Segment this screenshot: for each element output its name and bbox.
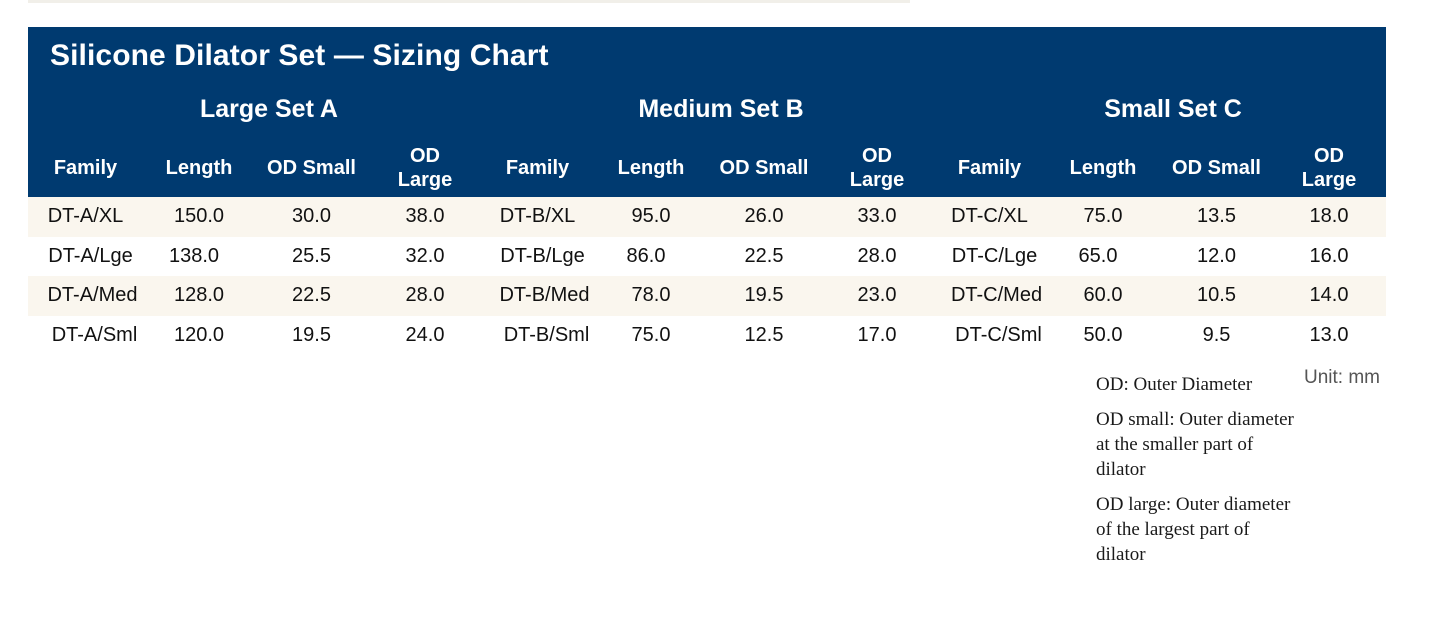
table-row: DT-A/Med 128.0 22.5 28.0 DT-B/Med 78.0 1…: [28, 276, 1386, 316]
group-title-small-set-c: Small Set C: [1104, 95, 1242, 123]
od-small-cell: 10.5: [1197, 284, 1236, 306]
od-small-cell: 19.5: [292, 323, 331, 346]
group-title-medium-set-b: Medium Set B: [638, 95, 804, 123]
length-cell: 60.0: [1083, 284, 1123, 306]
unit-label: Unit: mm: [1304, 367, 1380, 388]
od-small-cell: 12.5: [744, 323, 784, 346]
od-small-cell: 26.0: [744, 205, 784, 227]
od-large-cell: 18.0: [1309, 205, 1349, 227]
column-header-family: Family: [505, 157, 570, 179]
od-small-cell: 9.5: [1202, 323, 1231, 346]
od-large-cell: 24.0: [405, 323, 445, 346]
footnote-od-small: OD small: Outer diameter at the smaller …: [1096, 409, 1294, 480]
od-small-cell: 19.5: [744, 284, 784, 306]
length-cell: 75.0: [631, 323, 671, 346]
od-small-cell: 12.0: [1197, 244, 1236, 267]
family-cell: DT-B/Lge: [500, 244, 585, 267]
column-header-length: Length: [165, 157, 233, 179]
footnote-od: OD: Outer Diameter: [1096, 374, 1253, 395]
group-title-large-set-a: Large Set A: [199, 95, 338, 123]
od-small-cell: 30.0: [292, 205, 331, 227]
table-row: DT-A/XL 150.0 30.0 38.0 DT-B/XL 95.0 26.…: [28, 197, 1386, 237]
od-large-cell: 33.0: [857, 205, 897, 227]
table-row: DT-A/Lge 138.0 25.5 32.0 DT-B/Lge 86.0 2…: [28, 237, 1386, 277]
od-small-cell: 22.5: [744, 244, 784, 267]
table-row: DT-A/Sml 120.0 19.5 24.0 DT-B/Sml 75.0 1…: [28, 316, 1386, 356]
family-cell: DT-C/Lge: [951, 244, 1038, 267]
column-header-od-small: OD Small: [719, 157, 809, 179]
family-cell: DT-C/Med: [950, 284, 1043, 306]
column-header-od-small: OD Small: [1172, 157, 1261, 179]
od-small-cell: 25.5: [292, 244, 331, 267]
family-cell: DT-B/Sml: [503, 323, 590, 346]
od-large-cell: 13.0: [1309, 323, 1349, 346]
length-cell: 86.0: [626, 244, 666, 267]
od-large-cell: 14.0: [1309, 284, 1349, 306]
od-large-cell: 38.0: [405, 205, 445, 227]
column-header-od-large: OD Large: [397, 145, 453, 191]
family-cell: DT-B/Med: [499, 284, 590, 306]
od-large-cell: 32.0: [405, 244, 445, 267]
column-header-length: Length: [617, 157, 685, 179]
length-cell: 138.0: [168, 244, 220, 267]
length-cell: 78.0: [631, 284, 671, 306]
length-cell: 150.0: [173, 205, 225, 227]
column-header-od-small: OD Small: [267, 157, 356, 179]
top-divider: [28, 0, 910, 3]
chart-header: Silicone Dilator Set — Sizing Chart Larg…: [28, 27, 1386, 197]
length-cell: 128.0: [173, 284, 225, 306]
family-cell: DT-C/Sml: [955, 323, 1042, 346]
chart-title: Silicone Dilator Set — Sizing Chart: [50, 39, 549, 72]
length-cell: 50.0: [1083, 323, 1123, 346]
family-cell: DT-A/Med: [47, 284, 138, 306]
column-header-od-large: OD Large: [1301, 145, 1357, 191]
chart-body: DT-A/XL 150.0 30.0 38.0 DT-B/XL 95.0 26.…: [28, 197, 1386, 355]
od-large-cell: 28.0: [405, 284, 445, 306]
length-cell: 95.0: [631, 205, 671, 227]
column-header-length: Length: [1069, 157, 1137, 179]
family-cell: DT-A/XL: [47, 205, 124, 227]
od-small-cell: 13.5: [1197, 205, 1236, 227]
family-cell: DT-A/Lge: [48, 244, 133, 267]
footnotes: OD: Outer Diameter OD small: Outer diame…: [1096, 372, 1296, 577]
family-cell: DT-B/XL: [499, 205, 576, 227]
family-cell: DT-A/Sml: [51, 323, 138, 346]
od-large-cell: 17.0: [857, 323, 897, 346]
column-header-family: Family: [957, 157, 1022, 179]
sizing-chart: Silicone Dilator Set — Sizing Chart Larg…: [28, 27, 1386, 355]
od-large-cell: 28.0: [857, 244, 897, 267]
family-cell: DT-C/XL: [951, 205, 1028, 227]
length-cell: 120.0: [173, 323, 225, 346]
length-cell: 65.0: [1078, 244, 1118, 267]
footnote-od-large: OD large: Outer diameter of the largest …: [1096, 494, 1291, 565]
length-cell: 75.0: [1083, 205, 1123, 227]
od-large-cell: 16.0: [1309, 244, 1349, 267]
od-large-cell: 23.0: [857, 284, 897, 306]
od-small-cell: 22.5: [292, 284, 331, 306]
column-header-family: Family: [53, 157, 118, 179]
column-header-od-large: OD Large: [849, 145, 905, 191]
